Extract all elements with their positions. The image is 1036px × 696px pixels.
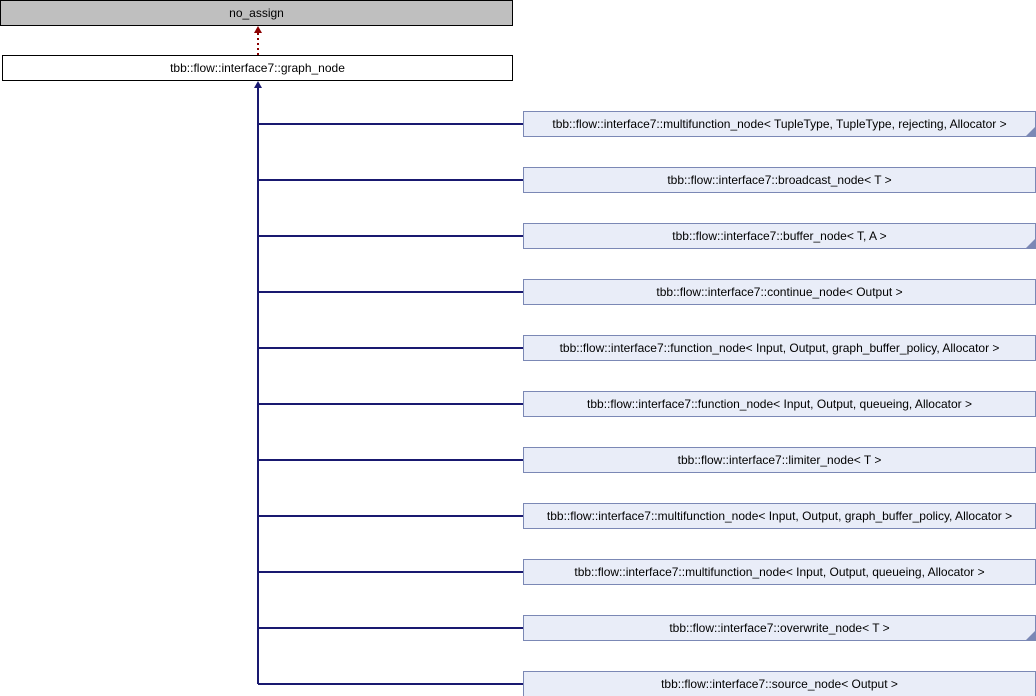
derived-class-box[interactable]: tbb::flow::interface7::limiter_node< T > (523, 447, 1036, 473)
class-label: tbb::flow::interface7::function_node< In… (587, 396, 972, 411)
derived-class-box[interactable]: tbb::flow::interface7::overwrite_node< T… (523, 615, 1036, 641)
class-label: tbb::flow::interface7::continue_node< Ou… (656, 284, 903, 299)
class-label: no_assign (229, 5, 284, 20)
class-label: tbb::flow::interface7::overwrite_node< T… (669, 620, 890, 635)
class-label: tbb::flow::interface7::function_node< In… (559, 340, 1000, 355)
class-box-no-assign[interactable]: no_assign (0, 0, 513, 26)
derived-class-box[interactable]: tbb::flow::interface7::function_node< In… (523, 335, 1036, 361)
derived-class-box[interactable]: tbb::flow::interface7::multifunction_nod… (523, 559, 1036, 585)
class-label: tbb::flow::interface7::limiter_node< T > (677, 452, 882, 467)
inheritance-trunk-arrow (254, 81, 262, 88)
class-label: tbb::flow::interface7::buffer_node< T, A… (672, 228, 887, 243)
derived-class-box[interactable]: tbb::flow::interface7::multifunction_nod… (523, 111, 1036, 137)
class-label: tbb::flow::interface7::multifunction_nod… (546, 508, 1013, 523)
derived-class-box[interactable]: tbb::flow::interface7::broadcast_node< T… (523, 167, 1036, 193)
derived-class-box[interactable]: tbb::flow::interface7::function_node< In… (523, 391, 1036, 417)
class-label: tbb::flow::interface7::graph_node (170, 60, 345, 75)
class-label: tbb::flow::interface7::source_node< Outp… (661, 676, 898, 691)
class-label: tbb::flow::interface7::multifunction_nod… (552, 116, 1007, 131)
class-label: tbb::flow::interface7::broadcast_node< T… (667, 172, 892, 187)
usage-edge-arrow (254, 26, 262, 33)
class-label: tbb::flow::interface7::multifunction_nod… (574, 564, 985, 579)
derived-class-box[interactable]: tbb::flow::interface7::buffer_node< T, A… (523, 223, 1036, 249)
derived-class-box[interactable]: tbb::flow::interface7::continue_node< Ou… (523, 279, 1036, 305)
class-box-graph-node[interactable]: tbb::flow::interface7::graph_node (2, 55, 513, 81)
derived-class-box[interactable]: tbb::flow::interface7::source_node< Outp… (523, 671, 1036, 696)
derived-class-box[interactable]: tbb::flow::interface7::multifunction_nod… (523, 503, 1036, 529)
